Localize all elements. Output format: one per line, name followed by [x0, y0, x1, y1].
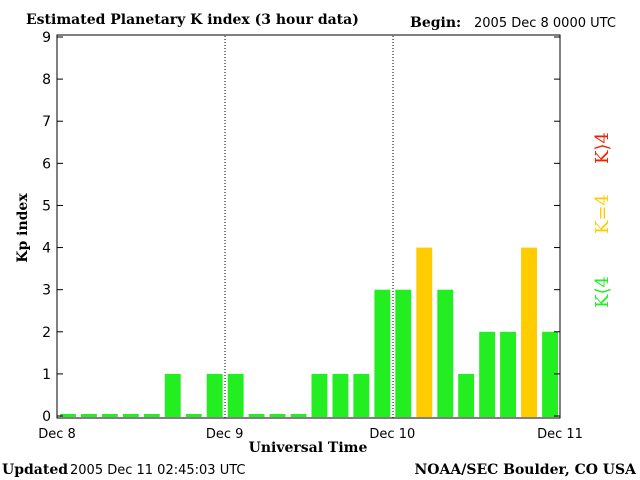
kp-bar: [164, 373, 181, 417]
kp-bar: [143, 414, 160, 417]
x-tick-label: Dec 8: [38, 427, 76, 442]
kp-bar: [81, 414, 97, 417]
kp-bar: [60, 414, 76, 417]
kp-bar: [101, 414, 118, 417]
y-axis: 0 1 2 3 4 5 6 7 8 9: [42, 30, 560, 425]
updated-label: Updated: [2, 462, 68, 478]
y-tick-label: 7: [42, 114, 51, 130]
legend-k-greater-than-4: K⟩4: [592, 132, 613, 164]
kp-bar: [248, 414, 265, 417]
legend-k-less-than-4: K⟨4: [592, 276, 613, 308]
y-tick-label: 8: [42, 72, 51, 88]
x-tick-label: Dec 9: [206, 427, 244, 442]
kp-bar: [479, 331, 496, 417]
y-tick-label: 6: [42, 156, 51, 172]
y-tick-label: 5: [42, 198, 51, 214]
y-tick-label: 9: [42, 30, 51, 46]
chart-title: Estimated Planetary K index (3 hour data…: [26, 12, 359, 28]
legend-k-equals-4: K=4: [592, 194, 613, 234]
kp-bar: [185, 414, 202, 417]
kp-bar: [521, 247, 537, 417]
kp-bar: [353, 373, 370, 417]
y-tick-label: 2: [42, 325, 51, 341]
y-tick-label: 4: [42, 241, 51, 257]
kp-bar: [311, 373, 328, 417]
kp-bar: [332, 373, 349, 417]
kp-bar: [500, 331, 516, 417]
source-credit: NOAA/SEC Boulder, CO USA: [415, 462, 638, 478]
kp-bar: [416, 247, 433, 417]
kp-bar: [122, 414, 139, 417]
y-axis-title: Kp index: [15, 193, 31, 263]
kp-bar: [269, 414, 286, 417]
updated-value: 2005 Dec 11 02:45:03 UTC: [70, 463, 245, 478]
kp-bar: [290, 414, 307, 417]
y-tick-label: 1: [42, 367, 51, 383]
bars-group: [60, 247, 558, 417]
x-tick-label: Dec 10: [369, 427, 415, 442]
begin-label: Begin:: [410, 15, 461, 31]
x-tick-label: Dec 11: [537, 427, 583, 442]
x-axis-title: Universal Time: [249, 440, 368, 456]
kp-bar: [227, 373, 244, 417]
kp-bar: [206, 373, 223, 417]
kp-bar: [437, 289, 454, 417]
kp-bar: [458, 373, 475, 417]
begin-value: 2005 Dec 8 0000 UTC: [474, 16, 616, 31]
kp-bar: [395, 289, 412, 417]
x-axis: Dec 8 Dec 9 Dec 10 Dec 11: [38, 427, 583, 442]
plot-frame: [56, 34, 561, 419]
kp-bar: [542, 331, 558, 417]
y-tick-label: 3: [42, 283, 51, 299]
kp-bar: [374, 289, 391, 417]
y-tick-label: 0: [42, 409, 51, 425]
